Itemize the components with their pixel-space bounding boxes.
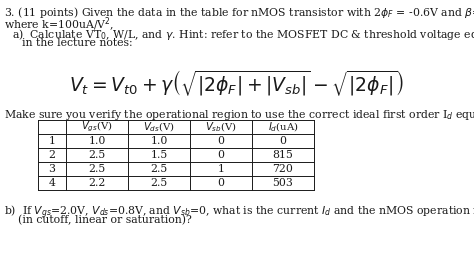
Text: 720: 720 <box>273 164 293 174</box>
Text: 0: 0 <box>218 178 225 188</box>
Text: 815: 815 <box>273 150 293 160</box>
Text: 2: 2 <box>48 150 55 160</box>
Text: 2.5: 2.5 <box>88 150 106 160</box>
Text: $V_t = V_{t0} + \gamma\left(\sqrt{|2\phi_F| + |V_{sb}|} - \sqrt{|2\phi_F|}\right: $V_t = V_{t0} + \gamma\left(\sqrt{|2\phi… <box>69 68 405 98</box>
Text: 0: 0 <box>218 150 225 160</box>
Text: 1: 1 <box>218 164 225 174</box>
Text: b)  If $V_{gs}$=2.0V, $V_{ds}$=0.8V, and $V_{sb}$=0, what is the current $I_d$ a: b) If $V_{gs}$=2.0V, $V_{ds}$=0.8V, and … <box>4 204 474 221</box>
Text: where k=100uA/V$^2$,: where k=100uA/V$^2$, <box>4 16 114 34</box>
Text: 0: 0 <box>280 136 286 146</box>
Text: 1: 1 <box>48 136 55 146</box>
Text: $V_{ds}$(V): $V_{ds}$(V) <box>143 120 175 134</box>
Text: $V_{sb}$(V): $V_{sb}$(V) <box>205 120 237 134</box>
Text: 1.0: 1.0 <box>150 136 168 146</box>
Text: Make sure you verify the operational region to use the correct ideal first order: Make sure you verify the operational reg… <box>4 108 474 122</box>
Text: 3. (11 points) Given the data in the table for nMOS transistor with 2$\phi_F$ = : 3. (11 points) Given the data in the tab… <box>4 5 474 20</box>
Text: 0: 0 <box>218 136 225 146</box>
Text: 2.5: 2.5 <box>150 178 168 188</box>
Text: 2.5: 2.5 <box>88 164 106 174</box>
Text: a)  Calculate VT$_0$, W/L, and $\gamma$. Hint: refer to the MOSFET DC & threshol: a) Calculate VT$_0$, W/L, and $\gamma$. … <box>12 27 474 42</box>
Text: 3: 3 <box>48 164 55 174</box>
Text: $V_{gs}$(V): $V_{gs}$(V) <box>81 120 113 134</box>
Text: 2.2: 2.2 <box>88 178 106 188</box>
Text: 2.5: 2.5 <box>150 164 168 174</box>
Text: 1.0: 1.0 <box>88 136 106 146</box>
Text: (in cutoff, linear or saturation)?: (in cutoff, linear or saturation)? <box>18 215 192 225</box>
Text: 503: 503 <box>273 178 293 188</box>
Text: 4: 4 <box>48 178 55 188</box>
Text: $I_d$(uA): $I_d$(uA) <box>268 120 298 134</box>
Text: 1.5: 1.5 <box>150 150 168 160</box>
Text: in the lecture notes:: in the lecture notes: <box>22 38 133 48</box>
